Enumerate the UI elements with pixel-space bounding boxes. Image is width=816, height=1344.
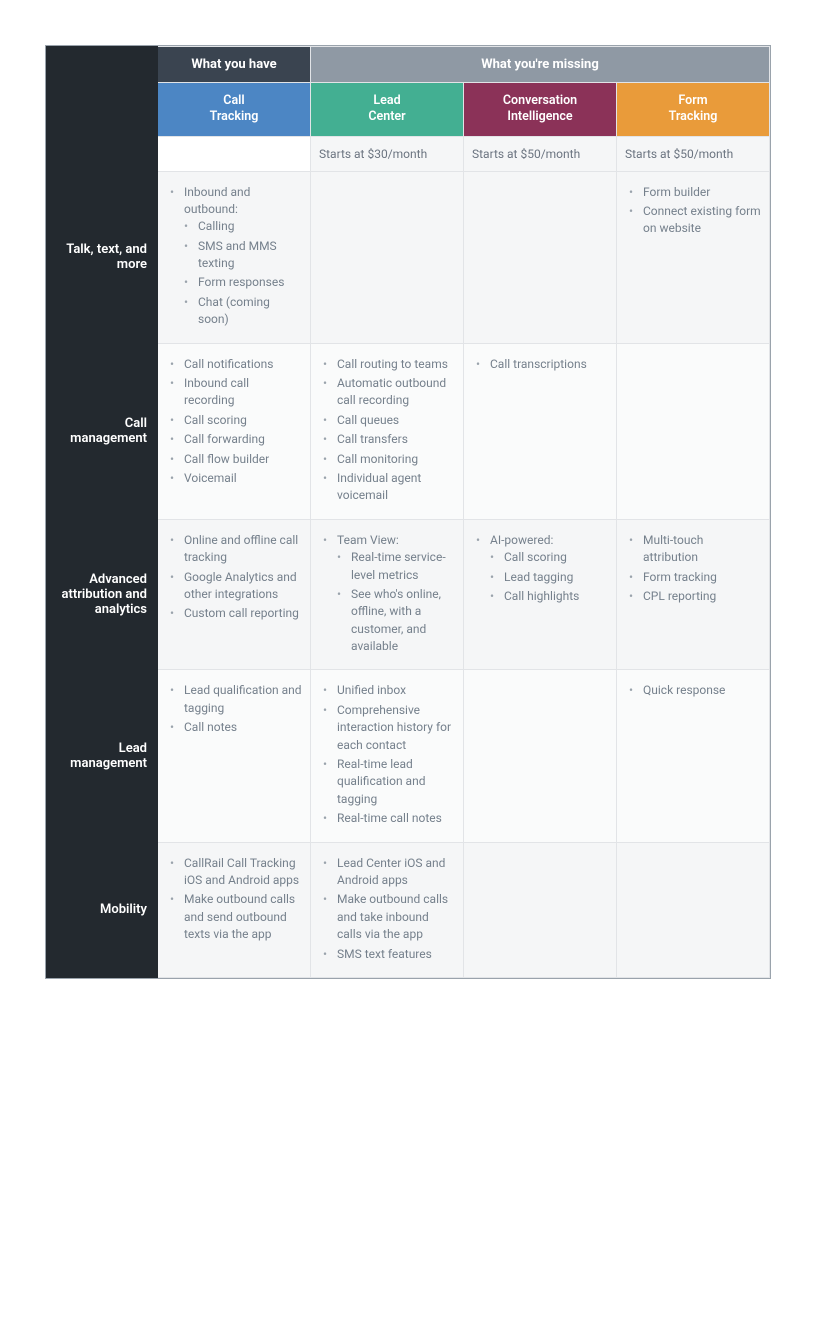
price-cell: Starts at $50/month [617, 136, 770, 171]
list-item: Call flow builder [170, 451, 302, 468]
list-item: Chat (coming soon) [184, 294, 302, 329]
list-item: Call routing to teams [323, 356, 455, 373]
row-label: Call management [47, 343, 158, 519]
list-item: See who's online, offline, with a custom… [337, 586, 455, 656]
price-corner [47, 136, 158, 171]
corner-cell [47, 47, 158, 137]
header-have: What you have [158, 47, 311, 83]
list-item: Form builder [629, 184, 761, 201]
feature-cell: AI-powered:Call scoringLead taggingCall … [464, 519, 617, 670]
list-item: Call forwarding [170, 431, 302, 448]
table-row: Mobility CallRail Call Tracking iOS and A… [47, 842, 770, 977]
header-missing: What you're missing [311, 47, 770, 83]
list-item: Real-time call notes [323, 810, 455, 827]
feature-cell: Quick response [617, 670, 770, 842]
list-item: Call notifications [170, 356, 302, 373]
list-item: Lead tagging [490, 569, 608, 586]
list-item: Real-time lead qualification and tagging [323, 756, 455, 808]
list-item: Unified inbox [323, 682, 455, 699]
row-label: Lead management [47, 670, 158, 842]
table-row: Call management Call notifications Inbound… [47, 343, 770, 519]
product-header: LeadCenter [311, 83, 464, 137]
feature-cell: Team View:Real-time service-level metric… [311, 519, 464, 670]
row-label: Mobility [47, 842, 158, 977]
list-item: Lead qualification and tagging [170, 682, 302, 717]
list-item: Online and offline call tracking [170, 532, 302, 567]
row-label: Talk, text, and more [47, 171, 158, 343]
list-item: Quick response [629, 682, 761, 699]
table-row: Lead managementLead qualification and ta… [47, 670, 770, 842]
row-label: Advanced attribution and analytics [47, 519, 158, 670]
price-cell: Starts at $50/month [464, 136, 617, 171]
feature-cell: Lead Center iOS and Android appsMake out… [311, 842, 464, 977]
feature-cell: Lead qualification and tagging Call notes [158, 670, 311, 842]
list-item: Call scoring [170, 412, 302, 429]
list-item: SMS and MMS texting [184, 238, 302, 273]
list-item: Inbound and outbound:CallingSMS and MMS … [170, 184, 302, 329]
list-item: Voicemail [170, 470, 302, 487]
product-header: ConversationIntelligence [464, 83, 617, 137]
feature-cell [464, 670, 617, 842]
feature-cell [464, 842, 617, 977]
feature-cell: Form builder Connect existing form on web… [617, 171, 770, 343]
list-item: Call scoring [490, 549, 608, 566]
list-item: Google Analytics and other integrations [170, 569, 302, 604]
list-item: Make outbound calls and take inbound cal… [323, 891, 455, 943]
list-item: Custom call reporting [170, 605, 302, 622]
feature-cell: Call transcriptions [464, 343, 617, 519]
list-item: Inbound call recording [170, 375, 302, 410]
list-item: Call queues [323, 412, 455, 429]
price-cell [158, 136, 311, 171]
table-row: Advanced attribution and analyticsOnline… [47, 519, 770, 670]
list-item: Make outbound calls and send outbound te… [170, 891, 302, 943]
list-item: Call highlights [490, 588, 608, 605]
group-header-row: What you have What you're missing [47, 47, 770, 83]
comparison-table: What you have What you're missing CallTr… [45, 45, 771, 979]
feature-cell: Online and offline call trackingGoogle A… [158, 519, 311, 670]
price-row: Starts at $30/monthStarts at $50/monthSt… [47, 136, 770, 171]
price-cell: Starts at $30/month [311, 136, 464, 171]
list-item: Individual agent voicemail [323, 470, 455, 505]
product-header: CallTracking [158, 83, 311, 137]
list-item: Team View:Real-time service-level metric… [323, 532, 455, 656]
feature-cell: Call routing to teams Automatic outbound … [311, 343, 464, 519]
list-item: AI-powered:Call scoringLead taggingCall … [476, 532, 608, 606]
feature-cell [464, 171, 617, 343]
list-item: Real-time service-level metrics [337, 549, 455, 584]
list-item: Lead Center iOS and Android apps [323, 855, 455, 890]
list-item: Automatic outbound call recording [323, 375, 455, 410]
feature-cell: Call notifications Inbound call recording… [158, 343, 311, 519]
list-item: Call monitoring [323, 451, 455, 468]
feature-cell [617, 842, 770, 977]
list-item: SMS text features [323, 946, 455, 963]
list-item: Calling [184, 218, 302, 235]
list-item: Call notes [170, 719, 302, 736]
list-item: CallRail Call Tracking iOS and Android a… [170, 855, 302, 890]
feature-cell: Inbound and outbound:CallingSMS and MMS … [158, 171, 311, 343]
list-item: Connect existing form on website [629, 203, 761, 238]
product-header: FormTracking [617, 83, 770, 137]
table-row: Talk, text, and moreInbound and outbound… [47, 171, 770, 343]
feature-cell: CallRail Call Tracking iOS and Android a… [158, 842, 311, 977]
list-item: Call transcriptions [476, 356, 608, 373]
list-item: CPL reporting [629, 588, 761, 605]
list-item: Form tracking [629, 569, 761, 586]
feature-cell: Unified inbox Comprehensive interaction h… [311, 670, 464, 842]
feature-cell [617, 343, 770, 519]
feature-cell: Multi-touch attribution Form tracking CPL … [617, 519, 770, 670]
list-item: Multi-touch attribution [629, 532, 761, 567]
list-item: Call transfers [323, 431, 455, 448]
feature-cell [311, 171, 464, 343]
list-item: Comprehensive interaction history for ea… [323, 702, 455, 754]
list-item: Form responses [184, 274, 302, 291]
